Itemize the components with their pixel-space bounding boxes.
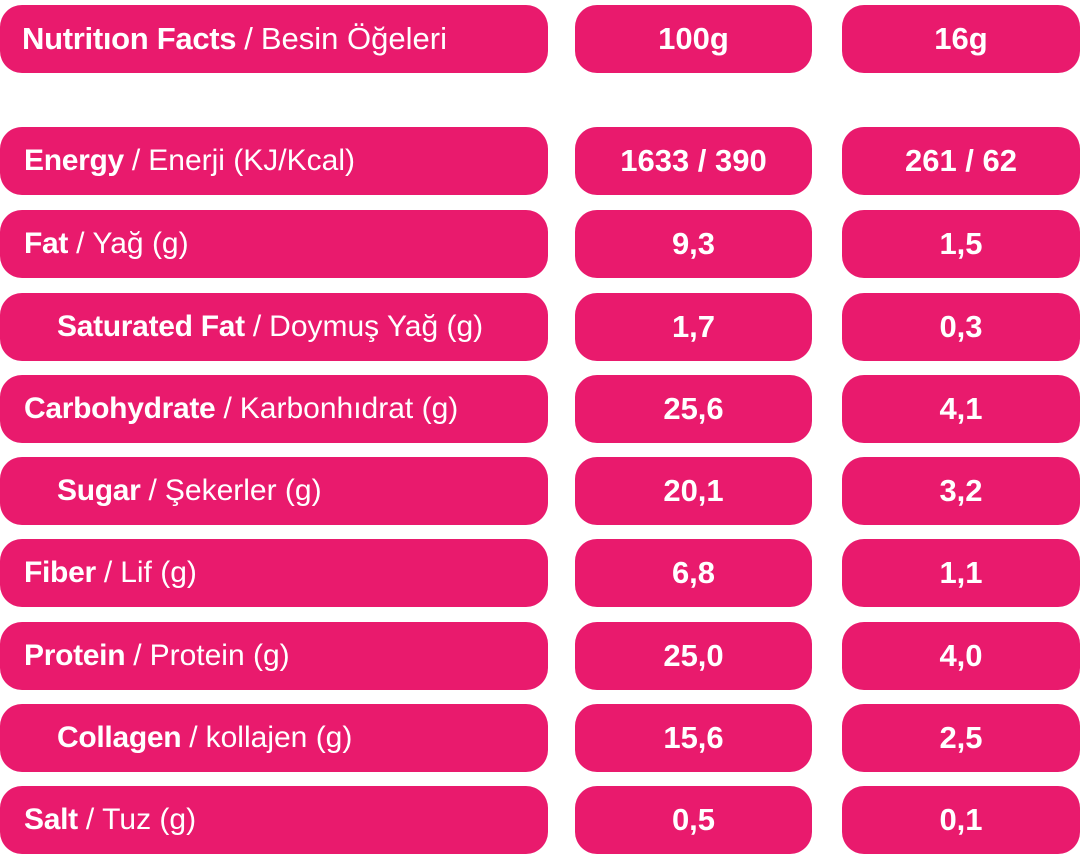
- nutrient-label-pill: Collagen / kollajen (g): [0, 704, 548, 772]
- value-per-100g: 15,6: [575, 704, 812, 772]
- nutrient-row-fat: Fat / Yağ (g) 9,3 1,5: [0, 210, 1080, 278]
- nutrient-label-pill: Carbohydrate / Karbonhıdrat (g): [0, 375, 548, 443]
- nutrient-name-en: Fat: [24, 227, 69, 260]
- value-per-portion: 4,0: [842, 622, 1080, 690]
- nutrient-row-salt: Salt / Tuz (g) 0,5 0,1: [0, 786, 1080, 854]
- value-per-portion: 0,1: [842, 786, 1080, 854]
- label-separator: /: [133, 639, 142, 672]
- nutrient-row-carbohydrate: Carbohydrate / Karbonhıdrat (g) 25,6 4,1: [0, 375, 1080, 443]
- header-label-pill: Nutritıon Facts / Besin Öğeleri: [0, 5, 548, 73]
- nutrient-name-tr: Protein (g): [149, 639, 290, 672]
- value-per-100g: 25,6: [575, 375, 812, 443]
- label-separator: /: [189, 721, 198, 754]
- value-per-100g: 25,0: [575, 622, 812, 690]
- nutrient-label-pill: Energy / Enerji (KJ/Kcal): [0, 127, 548, 195]
- value-per-portion: 3,2: [842, 457, 1080, 525]
- label-separator: /: [85, 803, 95, 836]
- nutrient-label-pill: Sugar / Şekerler (g): [0, 457, 548, 525]
- header-title-en: Nutritıon Facts: [22, 21, 237, 56]
- value-per-100g: 1633 / 390: [575, 127, 812, 195]
- nutrient-name-tr: Karbonhıdrat (g): [239, 392, 459, 425]
- value-per-portion: 2,5: [842, 704, 1080, 772]
- nutrient-label-pill: Fiber / Lif (g): [0, 539, 548, 607]
- label-separator: /: [223, 392, 232, 425]
- nutrient-name-en: Protein: [24, 639, 126, 672]
- label-separator: /: [131, 144, 141, 177]
- label-separator: /: [148, 474, 157, 507]
- nutrient-name-en: Carbohydrate: [24, 392, 216, 425]
- nutrient-name-en: Sugar: [57, 474, 141, 507]
- nutrient-label-pill: Fat / Yağ (g): [0, 210, 548, 278]
- value-per-portion: 4,1: [842, 375, 1080, 443]
- nutrient-name-tr: Enerji (KJ/Kcal): [148, 144, 355, 177]
- value-per-100g: 9,3: [575, 210, 812, 278]
- value-per-100g: 1,7: [575, 293, 812, 361]
- nutrient-name-en: Energy: [24, 144, 124, 177]
- nutrient-row-saturated-fat: Saturated Fat / Doymuş Yağ (g) 1,7 0,3: [0, 293, 1080, 361]
- nutrient-name-tr: Lif (g): [120, 556, 197, 589]
- nutrient-name-tr: Yağ (g): [92, 227, 189, 260]
- value-per-100g: 20,1: [575, 457, 812, 525]
- nutrient-row-sugar: Sugar / Şekerler (g) 20,1 3,2: [0, 457, 1080, 525]
- label-separator: /: [103, 556, 113, 589]
- header-separator: /: [244, 21, 253, 56]
- header-col-100g: 100g: [575, 5, 812, 73]
- value-per-100g: 6,8: [575, 539, 812, 607]
- nutrient-label-pill: Saturated Fat / Doymuş Yağ (g): [0, 293, 548, 361]
- header-col-portion: 16g: [842, 5, 1080, 73]
- header-row: Nutritıon Facts / Besin Öğeleri 100g 16g: [0, 5, 1080, 73]
- nutrient-row-fiber: Fiber / Lif (g) 6,8 1,1: [0, 539, 1080, 607]
- value-per-portion: 0,3: [842, 293, 1080, 361]
- nutrient-name-en: Fiber: [24, 556, 96, 589]
- nutrient-name-tr: Şekerler (g): [164, 474, 322, 507]
- label-separator: /: [252, 310, 262, 343]
- nutrient-row-protein: Protein / Protein (g) 25,0 4,0: [0, 622, 1080, 690]
- value-per-100g: 0,5: [575, 786, 812, 854]
- header-title-tr: Besin Öğeleri: [260, 21, 447, 56]
- value-per-portion: 261 / 62: [842, 127, 1080, 195]
- nutrient-name-en: Collagen: [57, 721, 182, 754]
- nutrient-name-tr: Doymuş Yağ (g): [269, 310, 484, 343]
- nutrient-row-energy: Energy / Enerji (KJ/Kcal) 1633 / 390 261…: [0, 127, 1080, 195]
- nutrient-row-collagen: Collagen / kollajen (g) 15,6 2,5: [0, 704, 1080, 772]
- nutrient-name-tr: kollajen (g): [205, 721, 353, 754]
- value-per-portion: 1,5: [842, 210, 1080, 278]
- nutrient-label-pill: Salt / Tuz (g): [0, 786, 548, 854]
- nutrient-name-tr: Tuz (g): [102, 803, 197, 836]
- value-per-portion: 1,1: [842, 539, 1080, 607]
- nutrient-name-en: Salt: [24, 803, 78, 836]
- nutrient-name-en: Saturated Fat: [57, 310, 245, 343]
- label-separator: /: [76, 227, 85, 260]
- nutrient-label-pill: Protein / Protein (g): [0, 622, 548, 690]
